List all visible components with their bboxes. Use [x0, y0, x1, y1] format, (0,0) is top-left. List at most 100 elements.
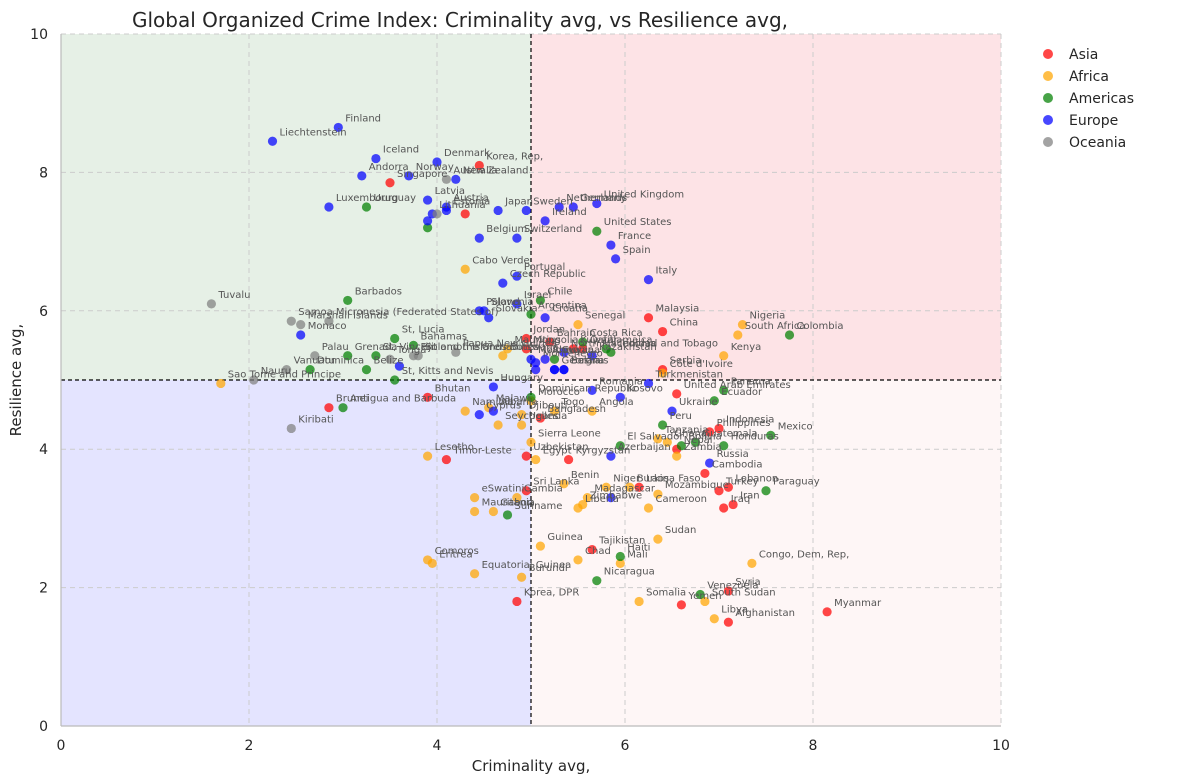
point-africa [512, 493, 522, 503]
point-oceania [432, 209, 442, 219]
point-americas [526, 309, 536, 319]
point-label: Hungary [500, 373, 543, 384]
point-label: Samoa [298, 307, 332, 318]
point-label: Egypt [543, 446, 572, 457]
legend-item-africa: Africa [1043, 69, 1109, 85]
point-oceania [286, 423, 296, 434]
point-label: Cambodia [712, 459, 763, 470]
point-africa [582, 493, 593, 503]
point-europe [324, 202, 334, 212]
point-asia [723, 617, 734, 627]
point-europe [451, 174, 461, 184]
point-label: Spain [623, 245, 651, 256]
point-label: St, Vincent and the Grenadines [383, 342, 539, 353]
point-africa [615, 558, 625, 568]
point-label: Moldova [538, 345, 580, 356]
point-africa [700, 596, 710, 607]
point-europe [559, 347, 569, 357]
point-label: Mali [627, 549, 647, 560]
point-label: South Africa [745, 321, 806, 332]
point-label: Latvia [435, 186, 465, 197]
point-americas [690, 437, 701, 447]
point-label: Somalia [646, 587, 686, 598]
point-asia [545, 337, 555, 347]
point-asia [512, 596, 522, 607]
point-label: Seychelles [505, 411, 558, 422]
point-oceania [324, 316, 334, 326]
point-europe [423, 195, 433, 205]
point-label: Yemen [687, 591, 721, 602]
point-asia [521, 333, 531, 344]
point-label: Uruguay [374, 193, 417, 204]
point-africa [573, 320, 583, 330]
point-label: Antigua and Barbuda [350, 394, 456, 405]
point-label: Senegal [585, 311, 625, 322]
point-label: Andorra [369, 162, 409, 173]
point-label: Israel [524, 290, 551, 301]
point-europe [371, 153, 381, 164]
point-africa [517, 572, 527, 582]
point-label: Libya [721, 605, 748, 616]
point-label: Kosovo [627, 383, 663, 394]
point-africa [460, 264, 470, 274]
chart-title: Global Organized Crime Index: Criminalit… [132, 8, 788, 32]
point-europe [606, 240, 616, 250]
point-label: Jordan [532, 324, 565, 335]
point-europe [512, 233, 522, 243]
point-asia [643, 313, 654, 323]
point-africa [625, 482, 635, 492]
point-label: North Macedonia [571, 338, 656, 349]
x-tick-label: 8 [809, 738, 818, 754]
point-label: Iran [740, 491, 760, 502]
point-asia [723, 482, 734, 492]
point-asia [521, 344, 531, 354]
point-label: Palau [322, 342, 349, 353]
point-africa [470, 506, 480, 517]
point-americas [338, 403, 348, 413]
point-americas [361, 202, 372, 212]
point-asia [568, 344, 578, 354]
point-label: Nepal [684, 435, 713, 446]
legend-marker [1043, 93, 1053, 103]
point-label: Ireland [552, 207, 587, 218]
point-label: Slovenia [491, 297, 534, 308]
legend-marker [1043, 49, 1053, 59]
y-tick-label: 2 [39, 581, 48, 597]
point-label: Romania [599, 376, 643, 387]
point-europe [568, 202, 578, 212]
point-label: Montenegro [543, 349, 603, 360]
point-label: Uzbekistan [533, 442, 588, 453]
point-oceania [282, 365, 292, 375]
x-tick-label: 10 [992, 738, 1010, 754]
legend-item-americas: Americas [1043, 91, 1134, 107]
point-label: Korea, Rep, [486, 151, 543, 162]
point-americas [615, 441, 625, 451]
point-label: Tanzania [664, 425, 709, 436]
point-europe [493, 205, 503, 216]
point-label: Sri Lanka [533, 477, 579, 488]
point-label: Afghanistan [735, 608, 795, 619]
legend-label: Oceania [1069, 135, 1126, 151]
point-label: Philippines [717, 418, 771, 429]
point-label: Namibia [472, 397, 513, 408]
point-label: Belize [374, 356, 404, 367]
point-label: Malaysia [656, 304, 700, 315]
point-label: Vanuatu [294, 356, 335, 367]
point-americas [658, 420, 668, 430]
point-label: Gambia [524, 484, 563, 495]
point-europe [488, 382, 498, 392]
point-europe [521, 205, 531, 216]
x-tick-label: 6 [621, 738, 630, 754]
point-label: Ukraine [679, 397, 718, 408]
point-label: Laos [646, 473, 669, 484]
point-europe [357, 171, 367, 181]
point-americas [592, 226, 602, 236]
point-americas [784, 330, 795, 340]
point-americas [343, 351, 353, 361]
point-americas [761, 486, 771, 496]
point-africa [709, 614, 719, 624]
point-label: Azerbaijan [618, 442, 671, 453]
point-americas [615, 551, 625, 562]
point-americas [578, 337, 588, 347]
point-oceania [451, 347, 461, 357]
